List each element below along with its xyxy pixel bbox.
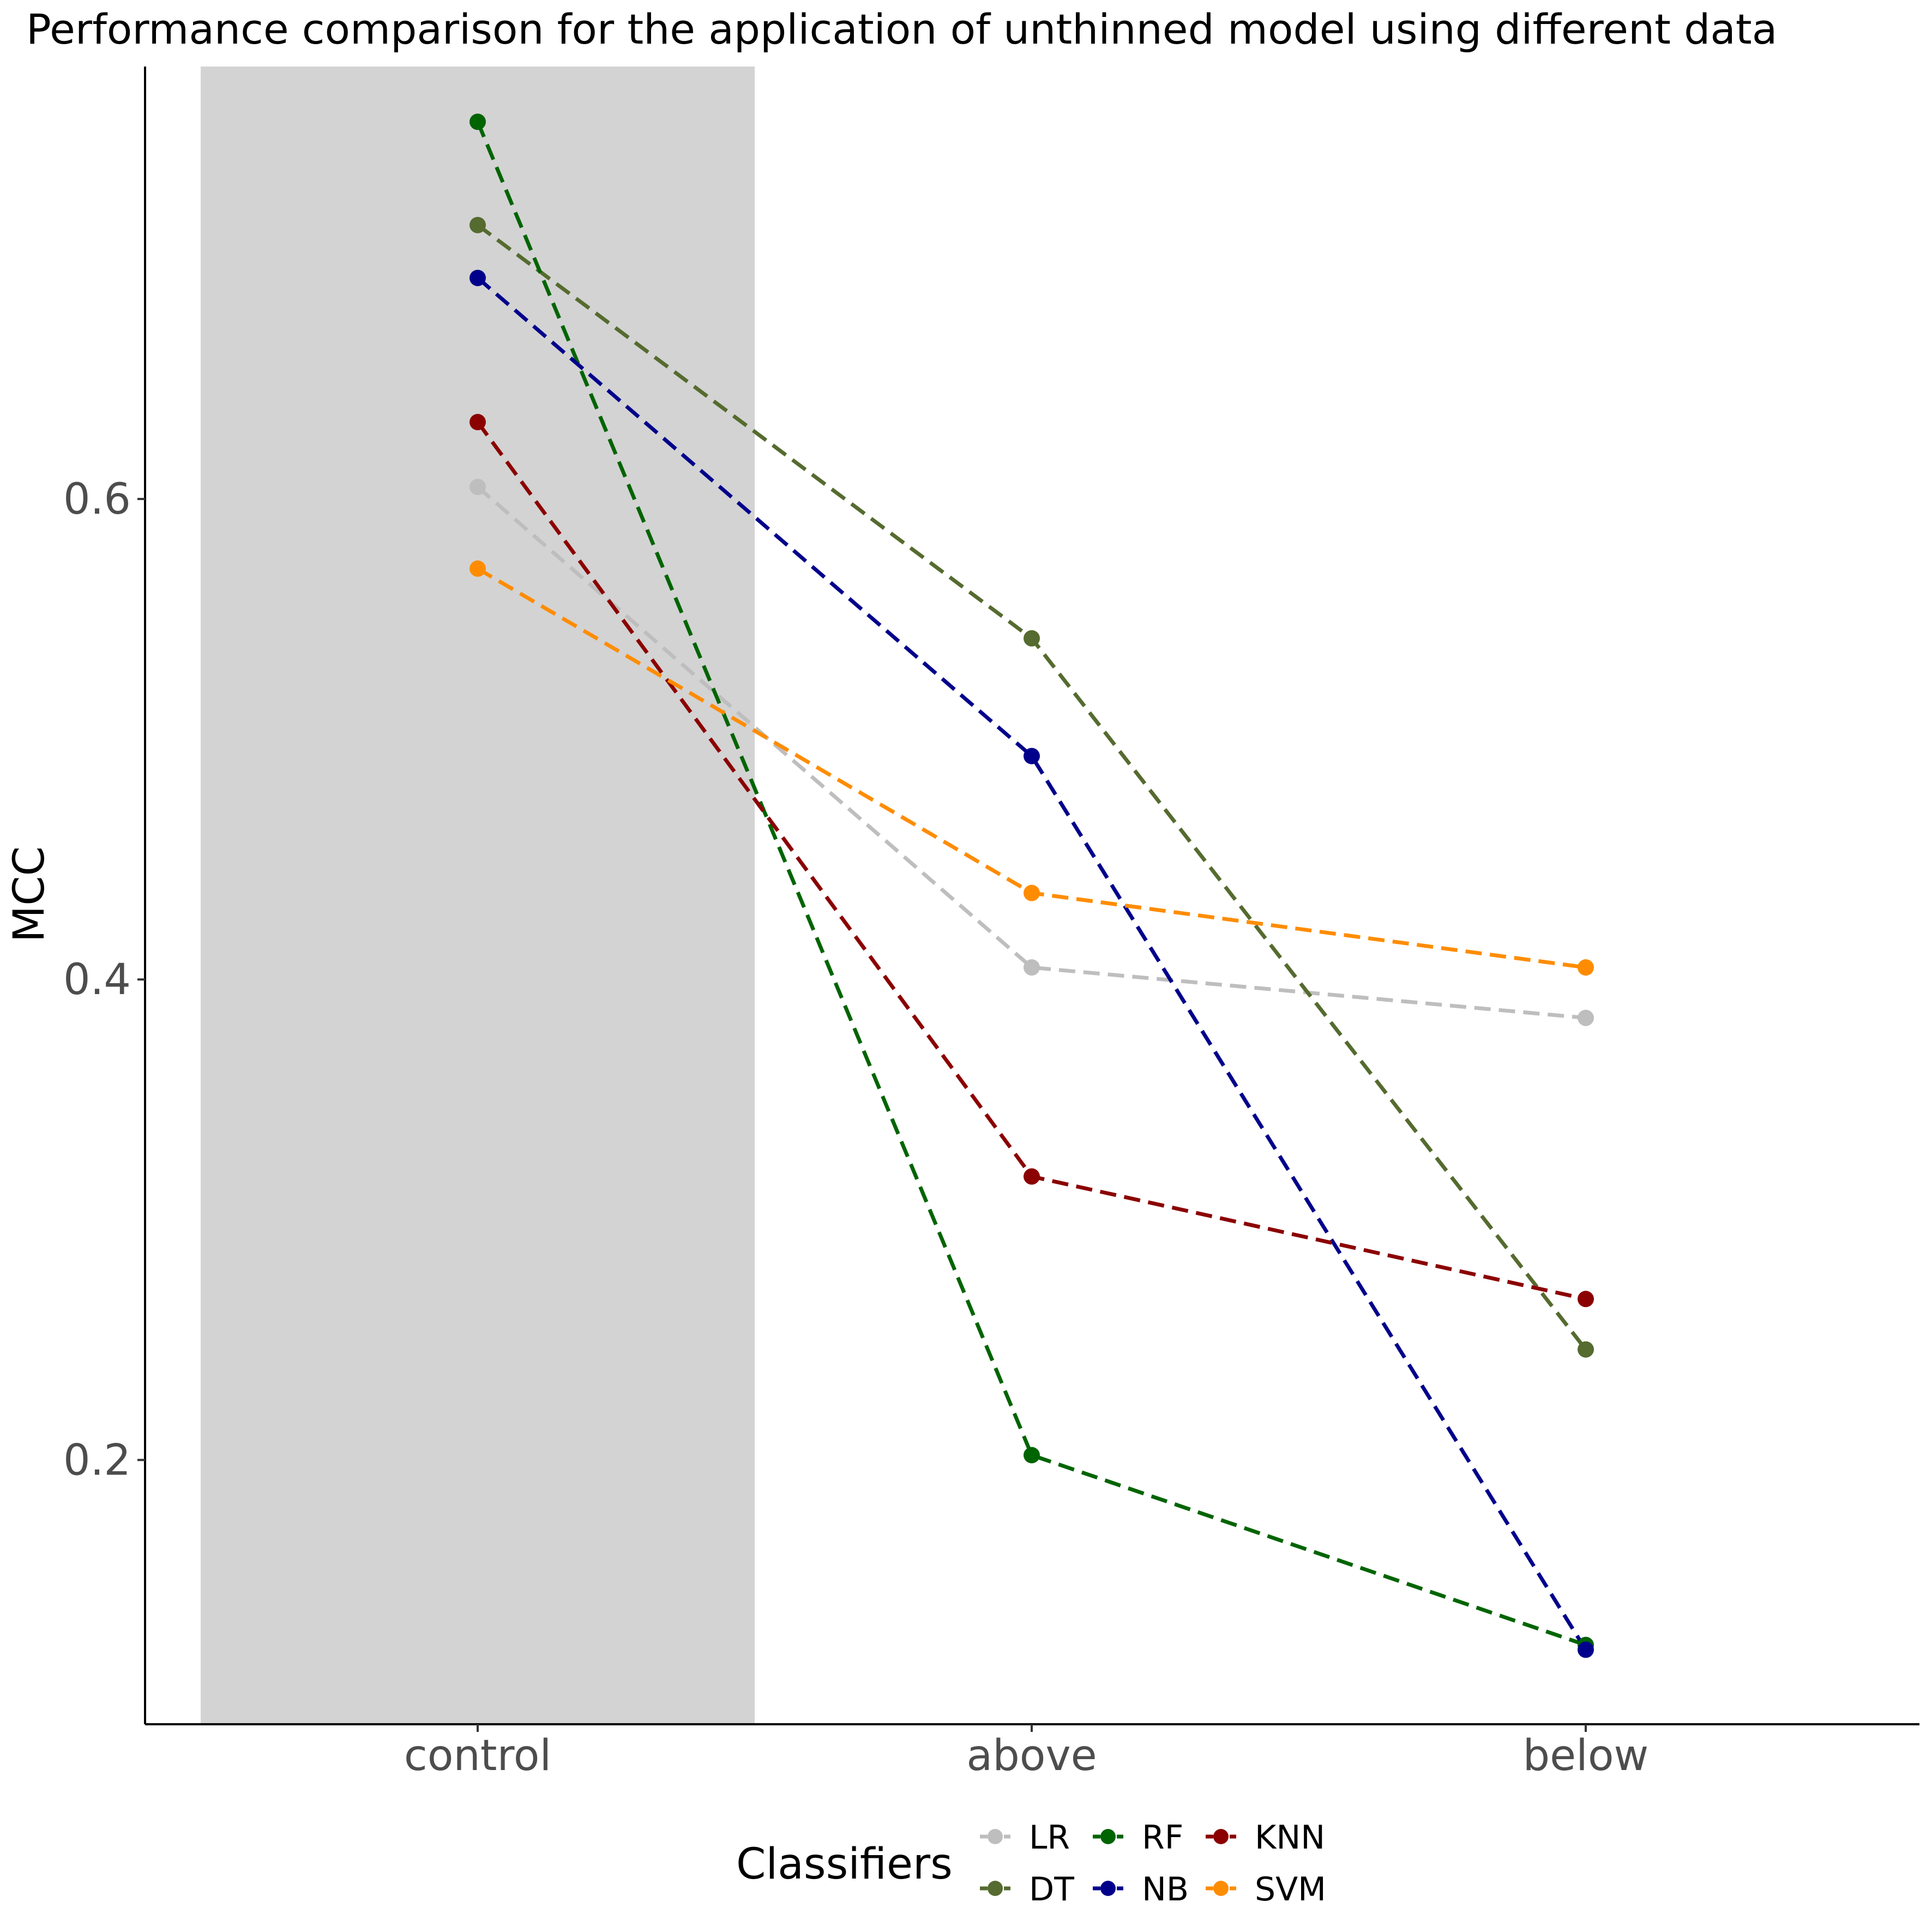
series-line-lr bbox=[476, 485, 1586, 1020]
y-tick-label: 0.2 bbox=[63, 1436, 131, 1485]
legend-label-dt: DT bbox=[1029, 1870, 1074, 1909]
legend-key-dot-dt bbox=[988, 1881, 1003, 1896]
data-point-rf-above bbox=[1024, 1447, 1040, 1464]
data-point-svm-below bbox=[1578, 959, 1594, 976]
data-point-lr-above bbox=[1024, 959, 1040, 976]
y-tick-label: 0.4 bbox=[63, 955, 131, 1004]
x-tick-label-above: above bbox=[966, 1731, 1097, 1780]
data-point-nb-above bbox=[1024, 748, 1040, 765]
y-axis-title: MCC bbox=[5, 846, 54, 942]
data-point-nb-below bbox=[1578, 1641, 1594, 1658]
series-line-rf bbox=[476, 121, 1587, 1647]
legend-key-dot-lr bbox=[988, 1829, 1003, 1844]
legend-label-lr: LR bbox=[1029, 1819, 1070, 1857]
series-points bbox=[470, 113, 1594, 1658]
legend-key-dot-rf bbox=[1100, 1829, 1116, 1844]
legend-label-rf: RF bbox=[1142, 1819, 1183, 1857]
legend-label-nb: NB bbox=[1142, 1870, 1189, 1909]
data-point-nb-control bbox=[470, 269, 486, 286]
data-point-svm-control bbox=[470, 560, 486, 577]
highlight-band-control bbox=[201, 67, 755, 1724]
data-point-dt-below bbox=[1578, 1341, 1594, 1358]
data-point-dt-above bbox=[1024, 630, 1040, 647]
legend-key-dot-knn bbox=[1213, 1829, 1229, 1844]
legend-label-knn: KNN bbox=[1255, 1819, 1325, 1857]
legend-label-svm: SVM bbox=[1255, 1870, 1326, 1909]
data-point-lr-below bbox=[1578, 1009, 1594, 1026]
legend-title: Classifiers bbox=[736, 1840, 953, 1889]
data-point-knn-below bbox=[1578, 1291, 1594, 1308]
series-line-nb bbox=[476, 276, 1587, 1651]
data-point-svm-above bbox=[1024, 884, 1040, 901]
highlight-band-layer bbox=[201, 67, 755, 1724]
data-point-dt-control bbox=[470, 216, 486, 233]
data-point-knn-above bbox=[1024, 1168, 1040, 1185]
x-tick-label-below: below bbox=[1523, 1731, 1649, 1780]
data-point-lr-control bbox=[470, 479, 486, 496]
legend-key-dot-svm bbox=[1213, 1881, 1229, 1896]
legend: Classifiers LR DT RF NB KNN SVM bbox=[736, 1819, 1326, 1909]
axes bbox=[137, 67, 1919, 1732]
data-point-rf-control bbox=[470, 113, 486, 130]
data-point-knn-control bbox=[470, 414, 486, 431]
tick-labels: 0.2 0.4 0.6 control above below bbox=[63, 475, 1648, 1780]
x-tick-label-control: control bbox=[404, 1731, 551, 1780]
chart-title: Performance comparison for the applicati… bbox=[26, 5, 1777, 53]
legend-key-dot-nb bbox=[1100, 1881, 1116, 1896]
y-tick-label: 0.6 bbox=[63, 475, 131, 524]
